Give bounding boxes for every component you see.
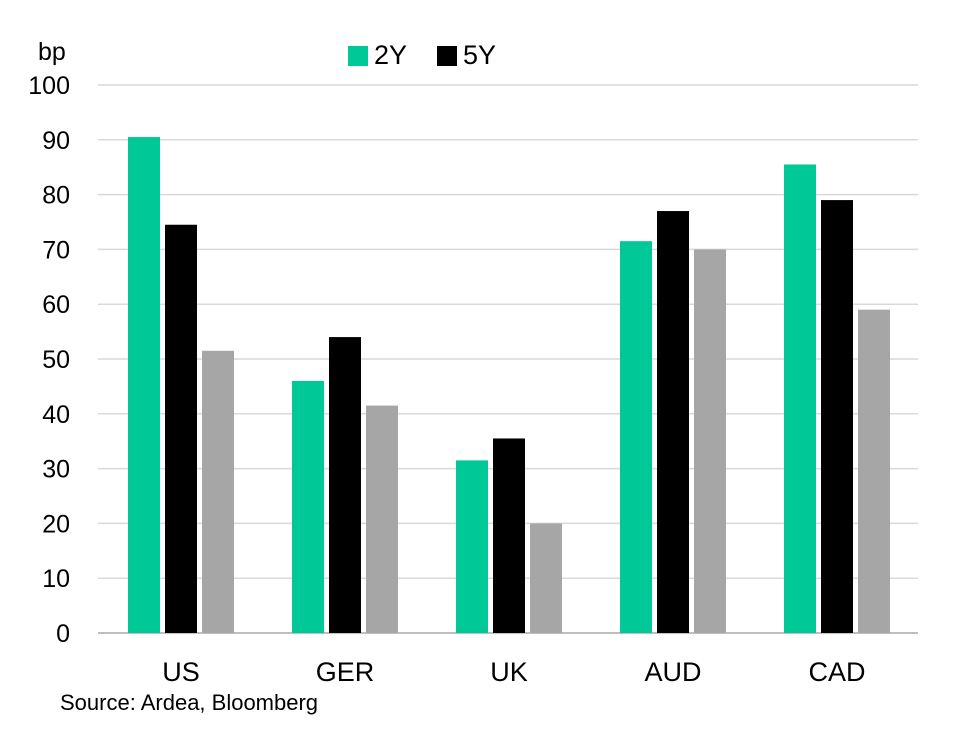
bar-ger-series-3 — [366, 405, 398, 633]
y-tick-label-90: 90 — [42, 127, 70, 155]
legend-swatch-5y — [437, 45, 458, 66]
y-tick-label-50: 50 — [42, 346, 70, 374]
y-tick-label-0: 0 — [56, 620, 70, 648]
y-tick-label-60: 60 — [42, 291, 70, 319]
y-tick-label-80: 80 — [42, 182, 70, 210]
bar-cad-series-1 — [784, 164, 816, 633]
bar-cad-series-2 — [821, 200, 853, 633]
bar-cad-series-3 — [858, 309, 890, 633]
x-tick-label-cad: CAD — [808, 657, 865, 687]
x-tick-label-aud: AUD — [644, 657, 701, 687]
bar-uk-series-1 — [456, 460, 488, 633]
bar-aud-series-2 — [657, 211, 689, 634]
y-tick-label-10: 10 — [42, 565, 70, 593]
bar-ger-series-2 — [329, 337, 361, 633]
y-tick-label-30: 30 — [42, 456, 70, 484]
source-note: Source: Ardea, Bloomberg — [60, 690, 319, 715]
x-tick-label-us: US — [162, 657, 200, 687]
bar-uk-series-2 — [493, 438, 525, 633]
y-axis-unit-label: bp — [38, 38, 66, 66]
bar-aud-series-1 — [620, 241, 652, 633]
y-tick-label-100: 100 — [28, 72, 70, 100]
legend-label-2y: 2Y — [374, 40, 408, 70]
bar-ger-series-1 — [292, 380, 324, 633]
legend: 2Y 5Y — [348, 40, 526, 71]
x-tick-label-ger: GER — [316, 657, 375, 687]
bar-uk-series-3 — [530, 523, 562, 633]
y-tick-label-70: 70 — [42, 236, 70, 264]
bar-us-series-3 — [202, 350, 234, 633]
bar-us-series-2 — [165, 224, 197, 634]
x-tick-label-uk: UK — [490, 657, 528, 687]
y-tick-label-40: 40 — [42, 401, 70, 429]
legend-item-5y: 5Y — [437, 40, 496, 71]
bar-aud-series-3 — [694, 249, 726, 633]
y-tick-label-20: 20 — [42, 510, 70, 538]
legend-swatch-2y — [348, 45, 368, 66]
legend-item-2y: 2Y — [348, 40, 407, 71]
bar-us-series-1 — [128, 137, 160, 633]
legend-label-5y: 5Y — [463, 40, 497, 70]
